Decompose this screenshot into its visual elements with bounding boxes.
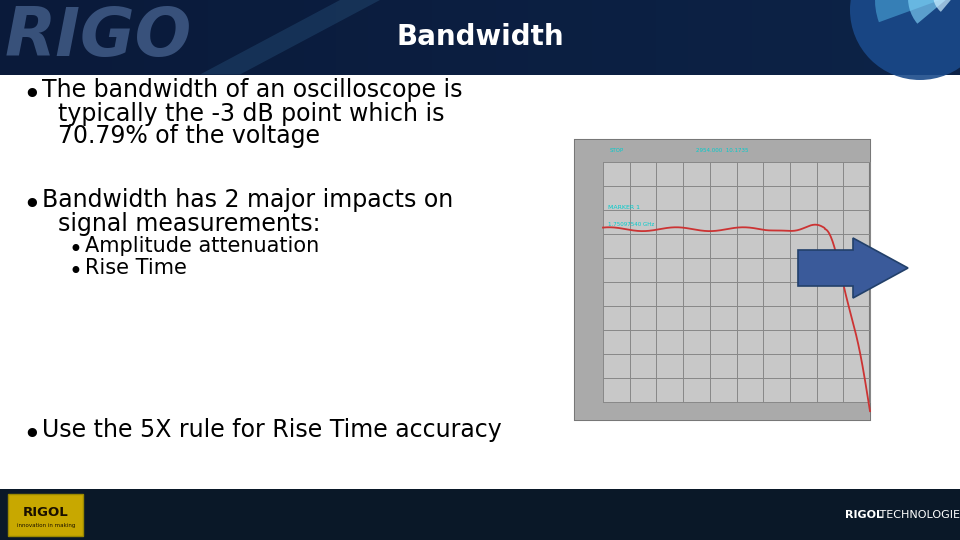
Bar xyxy=(736,0,752,75)
Bar xyxy=(432,0,448,75)
Bar xyxy=(512,0,528,75)
Text: Rise Time: Rise Time xyxy=(85,258,187,278)
Bar xyxy=(8,494,83,536)
Bar xyxy=(144,0,160,75)
Text: Bandwidth: Bandwidth xyxy=(396,23,564,51)
Text: Bandwidth has 2 major impacts on: Bandwidth has 2 major impacts on xyxy=(42,188,453,212)
Bar xyxy=(944,0,960,75)
Bar xyxy=(128,0,144,75)
Text: •: • xyxy=(68,260,82,284)
Wedge shape xyxy=(933,0,955,12)
Bar xyxy=(416,0,432,75)
Bar xyxy=(752,0,768,75)
Bar xyxy=(384,0,400,75)
Bar xyxy=(320,0,336,75)
Bar xyxy=(832,0,848,75)
Bar xyxy=(528,0,544,75)
Bar xyxy=(352,0,368,75)
Bar xyxy=(672,0,688,75)
Bar xyxy=(0,489,960,540)
Text: Use the 5X rule for Rise Time accuracy: Use the 5X rule for Rise Time accuracy xyxy=(42,418,502,442)
Bar xyxy=(80,0,96,75)
Text: 70.79% of the voltage: 70.79% of the voltage xyxy=(58,124,320,148)
Text: RIGOL: RIGOL xyxy=(845,510,883,520)
Bar xyxy=(0,0,960,75)
Bar xyxy=(16,0,32,75)
Bar xyxy=(880,0,896,75)
Text: typically the -3 dB point which is: typically the -3 dB point which is xyxy=(58,102,444,126)
Text: 1.75097540 GHz: 1.75097540 GHz xyxy=(608,222,655,227)
Bar xyxy=(800,0,816,75)
Bar xyxy=(560,0,576,75)
Bar xyxy=(496,0,512,75)
Bar xyxy=(480,0,496,75)
Text: 2954.000  10.1735: 2954.000 10.1735 xyxy=(696,148,748,153)
Bar xyxy=(575,140,870,162)
Bar xyxy=(288,0,304,75)
Text: The bandwidth of an oscilloscope is: The bandwidth of an oscilloscope is xyxy=(42,78,463,102)
Bar xyxy=(336,0,352,75)
Text: RIGO: RIGO xyxy=(5,4,192,70)
Bar xyxy=(704,0,720,75)
Bar xyxy=(96,0,112,75)
Polygon shape xyxy=(200,0,380,75)
Bar xyxy=(368,0,384,75)
Bar xyxy=(816,0,832,75)
Bar xyxy=(32,0,48,75)
Bar xyxy=(720,0,736,75)
Wedge shape xyxy=(908,0,948,24)
Text: •: • xyxy=(22,80,40,111)
Text: RIGOL: RIGOL xyxy=(23,505,69,518)
Bar xyxy=(592,0,608,75)
Text: •: • xyxy=(68,238,82,262)
Text: •: • xyxy=(22,420,40,451)
Bar xyxy=(224,0,240,75)
Bar xyxy=(400,0,416,75)
Bar xyxy=(304,0,320,75)
Bar xyxy=(48,0,64,75)
Text: •: • xyxy=(22,190,40,221)
Bar xyxy=(0,0,16,75)
Bar xyxy=(544,0,560,75)
Bar xyxy=(64,0,80,75)
Text: innovation in making: innovation in making xyxy=(17,523,75,528)
Bar xyxy=(256,0,272,75)
Wedge shape xyxy=(875,0,940,22)
Bar xyxy=(688,0,704,75)
Bar xyxy=(640,0,656,75)
Bar xyxy=(464,0,480,75)
Circle shape xyxy=(850,0,960,80)
Bar xyxy=(160,0,176,75)
Bar xyxy=(784,0,800,75)
Bar xyxy=(240,0,256,75)
Bar xyxy=(576,0,592,75)
Bar xyxy=(912,0,928,75)
Bar xyxy=(272,0,288,75)
Text: TECHNOLOGIES, INC.: TECHNOLOGIES, INC. xyxy=(876,510,960,520)
Bar xyxy=(192,0,208,75)
Bar xyxy=(928,0,944,75)
Text: STOP: STOP xyxy=(610,148,624,153)
Bar xyxy=(896,0,912,75)
Polygon shape xyxy=(798,238,908,298)
Bar xyxy=(864,0,880,75)
Text: Amplitude attenuation: Amplitude attenuation xyxy=(85,236,320,256)
Bar xyxy=(448,0,464,75)
Bar xyxy=(608,0,624,75)
Bar xyxy=(208,0,224,75)
Text: signal measurements:: signal measurements: xyxy=(58,212,321,236)
Bar xyxy=(624,0,640,75)
Bar xyxy=(575,140,870,420)
Bar xyxy=(768,0,784,75)
Bar xyxy=(656,0,672,75)
Bar xyxy=(848,0,864,75)
Bar xyxy=(176,0,192,75)
Bar xyxy=(575,140,603,420)
Bar xyxy=(112,0,128,75)
Bar xyxy=(575,402,870,420)
Text: MARKER 1: MARKER 1 xyxy=(608,205,640,210)
